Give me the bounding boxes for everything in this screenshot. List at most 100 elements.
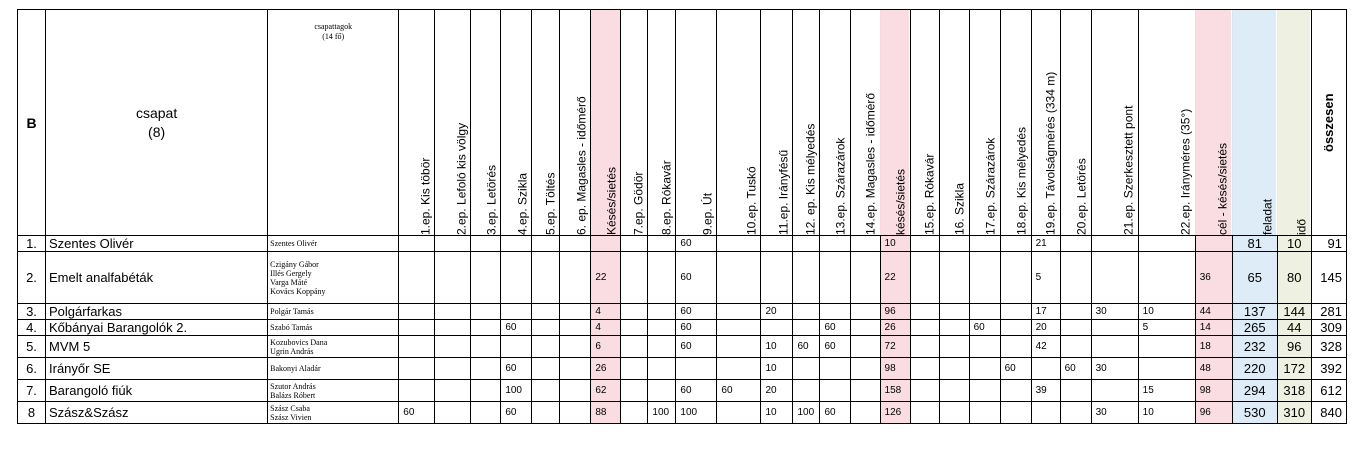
column-header: 19.ep. Távolságmérés (334 m) [1031,9,1061,236]
rank-cell: 1. [16,235,47,252]
score-cell [968,357,1001,380]
score-cell: 60 [716,379,762,402]
team-name-cell: Emelt analfabéták [45,251,269,304]
score-cell [434,319,472,336]
score-cell [849,401,881,424]
score-cell: 36 [1194,251,1233,304]
column-header: 17.ep. Szárazárok [969,9,1001,236]
score-cell: 20 [760,379,794,402]
member-name: Ugrin András [270,346,314,356]
score-cell [849,251,881,304]
score-cell [849,379,881,402]
score-cell: 265 [1231,319,1278,336]
score-cell [999,335,1032,358]
score-cell [620,401,649,424]
score-cell [968,235,1001,252]
score-cell: 60 [500,357,533,380]
score-cell: 60 [968,319,1001,336]
score-cell [590,235,622,252]
score-cell: 96 [879,303,911,320]
score-cell [849,335,881,358]
score-cell [398,379,436,402]
score-cell [531,303,561,320]
table-row: 6. Irányőr SE Bakonyi Aladár 60 26 10 98 60 60 30… [16,357,1348,380]
member-name: Kozubovics Dana [270,337,328,347]
member-name: Czigány Gábor [270,259,319,269]
score-cell [531,251,561,304]
score-cell [1059,319,1092,336]
score-cell [1090,235,1139,252]
score-cell [938,401,970,424]
score-cell: 65 [1231,251,1278,304]
score-cell: 144 [1276,303,1312,320]
total-cell: 281 [1310,303,1348,320]
table-row: 2. Emelt analfabéták Czigány Gábor Illés Ge… [16,251,1348,304]
score-cell [968,251,1001,304]
column-header: 14.ep. Magasles - időmérő [850,9,881,236]
score-cell [620,319,649,336]
members-cell: Szabó Tamás [267,319,400,336]
member-name: Szabó Tamás [270,323,313,332]
score-cell: 62 [590,379,622,402]
score-cell: 20 [1030,319,1061,336]
group-label: B [16,9,47,236]
table-row: 5. MVM 5 Kozubovics Dana Ugrin András 6 60 10 6… [16,335,1348,358]
score-cell: 44 [1194,303,1233,320]
score-cell [531,319,561,336]
team-name-cell: Kőbányai Barangolók 2. [45,319,269,336]
score-cell: 60 [675,319,718,336]
score-cell: 48 [1194,357,1233,380]
score-cell: 15 [1137,379,1196,402]
score-cell [819,357,851,380]
score-cell [819,303,851,320]
rank-cell: 8 [16,401,47,424]
score-cell: 60 [792,335,821,358]
table-row: 3. Polgárfarkas Polgár Tamás 4 60 20 96 17 30 10 4… [16,303,1348,320]
score-cell: 10 [760,401,794,424]
score-cell [938,335,970,358]
score-cell [938,357,970,380]
score-cell: 60 [819,319,851,336]
score-cell [500,335,533,358]
score-cell [531,357,561,380]
score-cell [434,401,472,424]
score-cell [1059,235,1092,252]
score-cell [909,335,940,358]
score-cell: 318 [1276,379,1312,402]
score-cell [398,251,436,304]
score-cell [999,319,1032,336]
score-cell [938,251,970,304]
column-header: 1.ep. Kis töbör [398,9,435,236]
score-cell: 5 [1030,251,1061,304]
score-cell [1090,335,1139,358]
total-cell: 840 [1310,401,1348,424]
column-header: idő [1277,9,1312,236]
score-cell: 22 [879,251,911,304]
score-cell: 60 [819,335,851,358]
score-cell [647,357,677,380]
score-cell [909,319,940,336]
column-header: 13.ep. Szárazárok [819,9,850,236]
score-cell [1137,335,1196,358]
column-header: 22.ep. Irányméres (35°) [1138,9,1196,236]
score-cell [559,319,592,336]
score-cell: 100 [792,401,821,424]
score-cell [909,357,940,380]
members-header: csapattagok (14 fő) [267,9,400,236]
rank-cell: 5. [16,335,47,358]
column-header: 21.ep. Szerkesztett pont [1091,9,1139,236]
score-cell: 17 [1030,303,1061,320]
member-name: Kovács Koppány [270,286,326,296]
score-cell [849,357,881,380]
score-cell [938,235,970,252]
column-header: 15.ep. Rókavár [910,9,940,236]
score-cell [559,251,592,304]
score-cell [760,235,794,252]
score-cell: 220 [1231,357,1278,380]
score-cell [559,379,592,402]
score-cell: 10 [760,335,794,358]
total-cell: 91 [1310,235,1348,252]
score-cell [938,319,970,336]
score-cell: 88 [590,401,622,424]
score-cell: 5 [1137,319,1196,336]
